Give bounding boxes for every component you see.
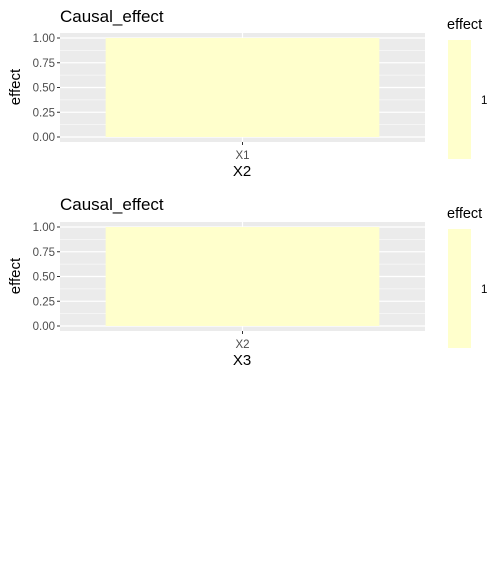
y-axis-title: effect — [7, 257, 24, 294]
chart-panel-1: Causal_effect 0.00 0.25 0.50 0.75 1.00 X1 X2… — [7, 7, 487, 180]
legend-title: effect — [447, 206, 482, 222]
chart-title: Causal_effect — [60, 7, 164, 26]
legend-title: effect — [447, 17, 482, 33]
tile — [105, 227, 380, 326]
y-tick-label: 0.50 — [33, 83, 55, 95]
y-tick-label: 0.00 — [33, 132, 55, 144]
y-axis-title: effect — [7, 68, 24, 105]
y-tick-label: 0.50 — [33, 272, 55, 284]
y-tick-label: 1.00 — [33, 222, 55, 234]
x-axis-title: X2 — [233, 163, 251, 180]
legend-label: 1 — [481, 95, 487, 107]
x-axis-title: X3 — [233, 352, 251, 369]
x-tick-label: X2 — [235, 339, 249, 351]
x-tick-label: X1 — [235, 150, 249, 162]
y-tick-label: 0.25 — [33, 296, 55, 308]
x-axis-ticks: X2 — [235, 331, 250, 351]
legend: effect 1 — [447, 17, 487, 159]
chart-panel-2: Causal_effect 0.00 0.25 0.50 0.75 1.00 X2 X3… — [7, 195, 487, 369]
y-axis-ticks: 0.00 0.25 0.50 0.75 1.00 — [33, 33, 60, 144]
chart-title: Causal_effect — [60, 195, 164, 214]
legend-color-bar — [448, 40, 471, 159]
y-tick-label: 0.25 — [33, 107, 55, 119]
y-tick-label: 0.75 — [33, 58, 55, 70]
y-tick-label: 0.75 — [33, 247, 55, 259]
tiles — [105, 227, 380, 326]
legend-color-bar — [448, 229, 471, 348]
tiles — [105, 38, 380, 137]
legend-label: 1 — [481, 284, 487, 296]
tile — [105, 38, 380, 137]
y-axis-ticks: 0.00 0.25 0.50 0.75 1.00 — [33, 222, 60, 333]
y-tick-label: 1.00 — [33, 33, 55, 45]
legend: effect 1 — [447, 206, 487, 348]
x-axis-ticks: X1 — [235, 142, 250, 162]
y-tick-label: 0.00 — [33, 321, 55, 333]
